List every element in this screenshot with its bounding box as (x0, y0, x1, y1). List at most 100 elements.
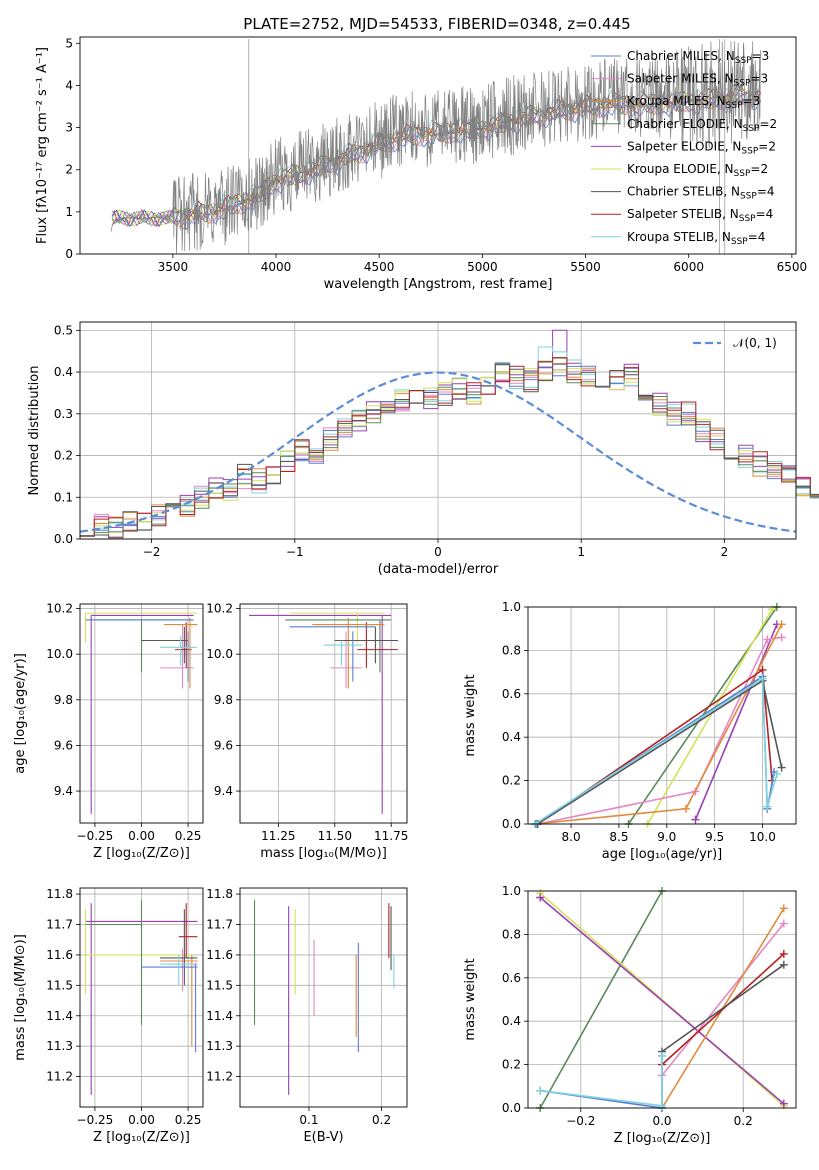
legend-entry: 𝒩(0, 1) (733, 336, 777, 350)
y-tick-label: 9.6 (214, 738, 233, 752)
x-axis-label: E(B-V) (303, 1130, 343, 1145)
y-tick-label: 0.2 (502, 1058, 521, 1072)
x-tick-label: 0.2 (734, 1114, 753, 1128)
x-axis-label: Z [log₁₀(Z/Z⊙)] (614, 1131, 711, 1146)
x-tick-label: 0.00 (128, 829, 155, 843)
observed-spectrum-line (110, 41, 762, 254)
x-axis-label: wavelength [Angstrom, rest frame] (324, 277, 553, 292)
y-tick-label: 0.6 (502, 971, 521, 985)
x-tick-label: 5500 (570, 260, 601, 274)
x-tick-label: −1 (286, 545, 304, 559)
mass-weight-line (534, 677, 778, 825)
y-axis-label: Normed distribution (27, 366, 42, 496)
residual-histogram-step (80, 357, 819, 537)
axes-frame (239, 887, 408, 1108)
y-tick-label: 0.4 (502, 730, 521, 744)
y-tick-label: 11.2 (206, 1070, 233, 1084)
mass-weight-marker (658, 1101, 666, 1110)
y-tick-label: 0.4 (54, 365, 73, 379)
x-tick-label: −0.2 (566, 1114, 595, 1128)
legend-entry: Salpeter ELODIE, NSSP=2 (627, 139, 776, 156)
y-axis-label: Flux [fλ10⁻¹⁷ erg cm⁻² s⁻¹ A⁻¹] (35, 47, 50, 244)
y-tick-label: 0.3 (54, 407, 73, 421)
y-tick-label: 0.5 (54, 323, 73, 337)
y-tick-label: 1.0 (502, 600, 521, 614)
y-tick-label: 11.5 (46, 978, 73, 992)
x-tick-label: 2 (721, 545, 729, 559)
x-tick-label: 4000 (261, 260, 292, 274)
y-tick-label: 11.5 (206, 978, 233, 992)
x-axis-label: age [log₁₀(age/yr)] (602, 847, 723, 862)
y-tick-label: 4 (65, 78, 73, 92)
x-tick-label: 0.25 (175, 829, 202, 843)
x-tick-label: 1 (577, 545, 585, 559)
x-tick-label: 3500 (158, 260, 189, 274)
x-tick-label: 0.00 (128, 1113, 155, 1127)
mass-weight-line (694, 624, 778, 821)
mass-weight-vs-metallicity-panel: −0.2 0.0 0.2 0.0 0.2 0.4 0.6 0.8 1.0 Z [log₁₀(Z/Z… (463, 884, 797, 1146)
y-axis-label: mass weight (463, 958, 478, 1040)
y-tick-label: 0.4 (502, 1014, 521, 1028)
mass-weight-marker (763, 635, 772, 644)
y-axis-label: mass weight (463, 674, 478, 756)
legend-entry: Chabrier STELIB, NSSP=4 (627, 185, 775, 202)
x-tick-label: 0 (434, 545, 442, 559)
y-tick-label: 11.7 (206, 918, 233, 932)
residual-histogram-panel: −2 −1 0 1 2 0.0 0.1 0.2 0.3 0.4 0.5 (data-model)/er… (27, 321, 819, 577)
y-tick-label: 0.2 (54, 449, 73, 463)
y-tick-label: 0.2 (502, 774, 521, 788)
residual-histogram-step (80, 368, 819, 537)
y-tick-label: 0.0 (54, 532, 73, 546)
mass-weight-marker (763, 802, 772, 811)
mass-weight-marker (758, 674, 767, 683)
x-axis-label: (data-model)/error (378, 562, 499, 577)
y-tick-label: 10.0 (206, 647, 233, 661)
residual-histogram-step (80, 329, 819, 537)
axes-frame (239, 603, 408, 824)
x-tick-label: 8.5 (609, 830, 628, 844)
x-tick-label: 9.0 (657, 830, 676, 844)
legend-entry: Chabrier MILES, NSSP=3 (627, 49, 769, 66)
mass-weight-marker (779, 1099, 788, 1108)
x-tick-label: 0.2 (372, 1113, 391, 1127)
y-tick-label: 9.6 (54, 738, 73, 752)
mass-weight-line (661, 953, 785, 1066)
axes-frame (79, 321, 797, 540)
y-axis-label: age [log₁₀(age/yr)] (13, 653, 28, 774)
x-tick-label: 9.5 (705, 830, 724, 844)
mass-weight-line (661, 964, 785, 1053)
y-tick-label: 0.0 (502, 1101, 521, 1115)
y-tick-label: 11.3 (46, 1039, 73, 1053)
spectrum-panel: 3500 4000 4500 5000 5500 6000 6500 0 1 2 3 4 5 wavele… (35, 36, 807, 292)
x-tick-label: 0.1 (299, 1113, 318, 1127)
x-tick-label: −0.25 (77, 829, 114, 843)
x-tick-label: −0.25 (77, 1113, 114, 1127)
y-tick-label: 10.2 (46, 602, 73, 616)
x-tick-label: 11.75 (374, 829, 408, 843)
legend-entry: Chabrier ELODIE, NSSP=2 (627, 117, 777, 134)
mass-weight-line (646, 608, 773, 825)
y-tick-label: 9.4 (214, 784, 233, 798)
y-axis-label: mass [log₁₀(M/M⊙)] (13, 934, 28, 1061)
x-tick-label: 4500 (364, 260, 395, 274)
y-tick-label: 11.8 (206, 887, 233, 901)
y-tick-label: 9.8 (214, 693, 233, 707)
mass-weight-vs-age-panel: 8.0 8.5 9.0 9.5 10.0 0.0 0.2 0.4 0.6 0.8 1.0 age [l… (463, 600, 797, 862)
mass-weight-marker (681, 804, 690, 813)
x-tick-label: −2 (143, 545, 161, 559)
axes-frame (527, 606, 797, 825)
x-axis-label: mass [log₁₀(M/M⊙)] (260, 846, 387, 861)
mass-weight-line (539, 896, 785, 1105)
mass-weight-line (661, 922, 785, 1077)
mass-weight-marker (658, 1051, 666, 1060)
y-tick-label: 5 (65, 36, 73, 50)
mass-weight-line (540, 1055, 663, 1109)
y-tick-label: 1 (65, 205, 73, 219)
legend-entry: Kroupa STELIB, NSSP=4 (627, 230, 765, 247)
y-tick-label: 9.4 (54, 784, 73, 798)
x-tick-label: 0.0 (652, 1114, 671, 1128)
x-tick-label: 5000 (467, 260, 498, 274)
x-tick-label: 6500 (777, 260, 808, 274)
y-tick-label: 11.2 (46, 1070, 73, 1084)
x-tick-label: 8.0 (562, 830, 581, 844)
